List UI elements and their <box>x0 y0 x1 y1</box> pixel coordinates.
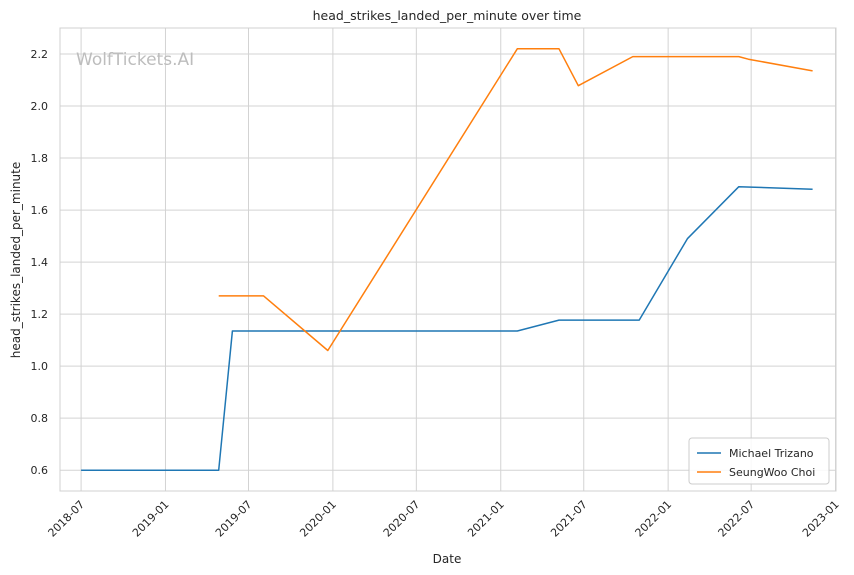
y-tick-label: 2.0 <box>31 100 49 113</box>
y-tick-label: 2.2 <box>31 48 49 61</box>
y-tick-label: 1.0 <box>31 360 49 373</box>
legend: Michael Trizano SeungWoo Choi <box>688 437 830 485</box>
y-axis: 0.6 0.8 1.0 1.2 1.4 1.6 1.8 2.0 2.2 <box>31 48 49 477</box>
plot-area <box>59 27 837 492</box>
legend-label-seungwoo-choi: SeungWoo Choi <box>729 466 815 479</box>
legend-box <box>688 437 830 485</box>
y-tick-label: 0.6 <box>31 464 49 477</box>
y-tick-label: 0.8 <box>31 412 49 425</box>
series-line-seungwoo-choi <box>218 48 813 352</box>
y-tick-label: 1.6 <box>31 204 49 217</box>
y-tick-label: 1.2 <box>31 308 49 321</box>
chart-title: head_strikes_landed_per_minute over time <box>313 8 582 23</box>
watermark: WolfTickets.AI <box>76 50 194 70</box>
y-tick-label: 1.4 <box>31 256 49 269</box>
y-axis-label: head_strikes_landed_per_minute <box>9 162 23 359</box>
series-line-michael-trizano <box>81 185 813 471</box>
series-lines <box>81 48 813 471</box>
legend-label-michael-trizano: Michael Trizano <box>729 447 814 460</box>
y-tick-label: 1.8 <box>31 152 49 165</box>
x-axis-label: Date <box>433 552 462 566</box>
